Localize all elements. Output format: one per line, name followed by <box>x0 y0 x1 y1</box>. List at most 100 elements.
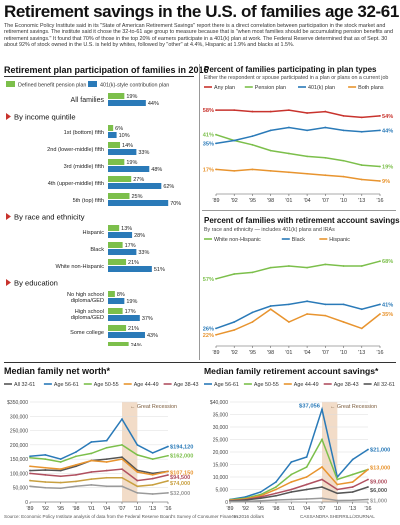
x-tick-label: '01 <box>88 506 95 512</box>
series-pension-plan-start-label: 41% <box>203 133 214 139</box>
series-unlabeled-6-end-label: $74,000 <box>170 481 190 487</box>
x-tick-label: '01 <box>288 506 295 512</box>
legend-label-age-44-49: Age 44-49 <box>294 382 319 388</box>
series-pension-plan-end-label: 19% <box>382 165 393 171</box>
series-all-32-61-point <box>259 497 262 500</box>
row-white-non-hispanic-value-401k: 51% <box>154 267 165 273</box>
series-unlabeled-6-point <box>136 485 139 488</box>
row-black-value-pension: 17% <box>125 243 136 249</box>
series-age-32-37-point <box>305 498 308 500</box>
series-age-56-61-point <box>44 453 47 456</box>
legend-swatch-401-k-style-contribution-plan <box>88 81 97 87</box>
series-any-plan-point <box>360 116 363 119</box>
row-no-high-school-diploma-ged-label: diploma/GED <box>71 298 104 304</box>
race-savings-title: Percent of families with retirement acco… <box>204 216 400 225</box>
series-all-32-61-point <box>275 494 277 497</box>
series-age-38-43-point <box>351 486 354 488</box>
x-tick-label: '13 <box>358 350 365 356</box>
series-all-32-61-point <box>290 491 293 493</box>
series-all-32-61-point <box>59 469 62 472</box>
legend-label-pension-plan: Pension plan <box>255 85 286 91</box>
series-pension-plan-point <box>342 159 345 162</box>
series-age-38-43-point <box>105 469 108 472</box>
series-age-44-49-point <box>290 481 293 483</box>
series-age-38-43-point <box>90 471 93 473</box>
x-tick-label: '10 <box>340 350 347 356</box>
dollars-note: *In 2016 dollars <box>232 514 264 519</box>
series-age-32-37-point <box>167 491 169 494</box>
series-401-k-plan-start-label: 35% <box>203 141 214 147</box>
legend-label-any-plan: Any plan <box>214 85 235 91</box>
row-hispanic-bar-401k <box>108 232 133 238</box>
series-all-32-61-point <box>336 492 339 495</box>
y-tick-label: 250,000 <box>10 429 28 435</box>
series-age-56-61-point <box>136 443 139 446</box>
series-age-32-37-point <box>44 486 47 489</box>
series-age-56-61-point <box>305 456 308 458</box>
series-any-plan-point <box>251 110 254 113</box>
series-black-point <box>360 308 363 311</box>
row-4th-upper-middle-fifth-label: 4th (upper-middle) fifth <box>48 181 104 187</box>
bar-chart-title: Retirement plan participation of familie… <box>4 65 209 75</box>
series-401-k-plan-end-label: 44% <box>382 128 393 134</box>
y-tick-label: 100,000 <box>10 471 28 477</box>
series-age-38-43-point <box>259 496 262 498</box>
x-tick-label: '04 <box>103 506 110 512</box>
series-hispanic-point <box>342 321 345 323</box>
y-tick-label: $40,000 <box>210 400 228 406</box>
series-both-plans-point <box>287 171 290 174</box>
series-white-non-hispanic-point <box>233 273 236 275</box>
series-age-38-43-point <box>136 479 139 482</box>
y-tick-label: 5,000 <box>215 488 228 494</box>
series-age-50-55-point <box>351 473 354 476</box>
series-age-32-37-point <box>321 497 323 500</box>
series-age-38-43-point <box>290 488 293 491</box>
series-all-32-61-point <box>351 491 354 493</box>
series-401-k-plan-point <box>379 129 381 132</box>
row-hispanic-value-pension: 13% <box>121 226 132 232</box>
series-age-56-61-point <box>121 418 123 421</box>
series-age-32-37-point <box>90 483 93 486</box>
y-tick-label: 35,000 <box>213 413 229 419</box>
series-age-44-49-end-label: $13,000 <box>370 466 390 472</box>
row-2nd-lower-middle-fifth-bar-401k <box>108 149 137 155</box>
series-age-32-37-point <box>367 498 369 501</box>
series-age-44-49-point <box>351 481 354 483</box>
net-worth-title: Median family net worth* <box>4 366 111 376</box>
series-unlabeled-6-point <box>105 476 108 479</box>
series-hispanic-point <box>306 313 309 315</box>
series-age-44-49-point <box>75 463 77 466</box>
series-age-50-55-point <box>75 455 77 458</box>
series-pension-plan-point <box>251 143 254 146</box>
series-age-32-37-point <box>29 485 31 488</box>
x-tick-label: '95 <box>249 198 256 204</box>
legend-label-white-non-hispanic: White non-Hispanic <box>214 237 261 243</box>
row-some-college-label: Some college <box>70 330 104 336</box>
series-both-plans-point <box>215 168 217 171</box>
series-white-non-hispanic-point <box>342 265 345 267</box>
series-401-k-plan-point <box>342 129 345 132</box>
series-both-plans-point <box>306 172 309 175</box>
series-age-32-37-point <box>244 500 247 503</box>
series-both-plans-point <box>342 175 345 178</box>
series-age-32-37-line <box>29 484 169 495</box>
series-401-k-plan-point <box>269 129 272 132</box>
series-unlabeled-6-point <box>151 483 154 486</box>
source-note: Source: Economic Policy Institute analys… <box>4 514 239 519</box>
plan-types-line-chart: '89 '92 '95 '98 '01 '04 '07 '10 '13 '16 Any plan Pe… <box>203 85 393 204</box>
series-age-44-49-point <box>367 468 369 471</box>
x-tick-label: '01 <box>285 198 292 204</box>
series-white-non-hispanic-end-label: 68% <box>382 259 393 265</box>
row-high-school-diploma-ged-bar-401k <box>108 315 140 321</box>
series-401-k-plan-point <box>360 130 363 133</box>
row-no-high-school-diploma-ged-value-401k: 19% <box>126 299 137 305</box>
series-age-50-55-point <box>336 478 339 481</box>
x-tick-label: '92 <box>231 350 238 356</box>
series-all-32-61-point <box>244 499 247 501</box>
y-tick-label: 200,000 <box>10 443 28 449</box>
series-all-32-61-point <box>121 456 123 459</box>
x-tick-label: '10 <box>340 198 347 204</box>
intro-text: The Economic Policy Institute said in it… <box>4 23 393 48</box>
series-both-plans-point <box>360 178 363 181</box>
legend-label-401-k-plan: 401(k) plan <box>308 85 335 91</box>
